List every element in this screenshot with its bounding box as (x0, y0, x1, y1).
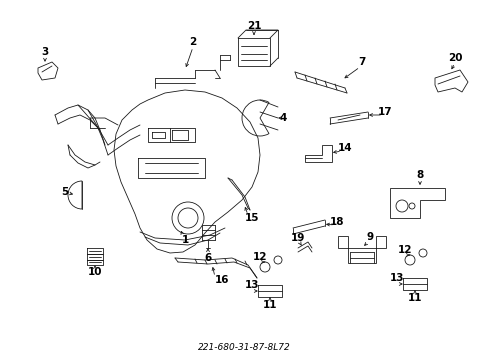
Text: 5: 5 (61, 187, 68, 197)
Text: 13: 13 (389, 273, 404, 283)
Text: 20: 20 (447, 53, 461, 63)
Text: 21: 21 (246, 21, 261, 31)
Text: 16: 16 (214, 275, 229, 285)
Text: 12: 12 (252, 252, 267, 262)
Text: 13: 13 (244, 280, 259, 290)
Text: 3: 3 (41, 47, 48, 57)
Text: 1: 1 (181, 235, 188, 245)
Text: 11: 11 (262, 300, 277, 310)
Text: 11: 11 (407, 293, 421, 303)
Text: 7: 7 (358, 57, 365, 67)
Text: 19: 19 (290, 233, 305, 243)
Text: 9: 9 (366, 232, 373, 242)
Text: 6: 6 (204, 253, 211, 263)
Text: 221-680-31-87-8L72: 221-680-31-87-8L72 (198, 343, 290, 352)
Text: 18: 18 (329, 217, 344, 227)
Text: 4: 4 (279, 113, 286, 123)
Text: 10: 10 (87, 267, 102, 277)
Text: 2: 2 (189, 37, 196, 47)
Text: 8: 8 (415, 170, 423, 180)
Text: 15: 15 (244, 213, 259, 223)
Text: 14: 14 (337, 143, 351, 153)
Text: 12: 12 (397, 245, 411, 255)
Text: 17: 17 (377, 107, 391, 117)
